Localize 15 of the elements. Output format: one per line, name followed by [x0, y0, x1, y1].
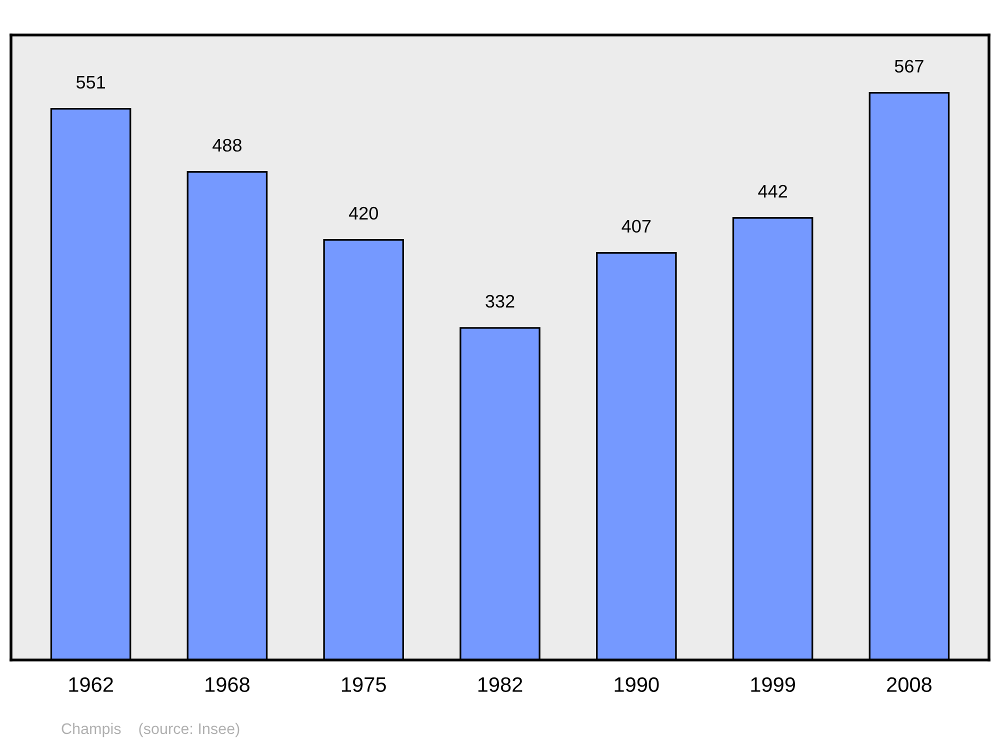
text: Champis (source: Insee) [62, 722, 240, 738]
data-label: 332 [486, 294, 514, 308]
data-label: 488 [212, 138, 242, 152]
x-tick-label: 1975 [342, 677, 386, 692]
data-label: 551 [76, 76, 105, 89]
x-tick-label: 1968 [206, 677, 250, 692]
x-tick-label: 1982 [478, 677, 522, 692]
x-tick-label: 1962 [69, 677, 113, 692]
x-tick-label: 2008 [887, 677, 932, 692]
data-label: 407 [622, 220, 651, 233]
data-label: 567 [894, 60, 924, 73]
data-label: 442 [758, 184, 787, 198]
x-tick-label: 1999 [751, 677, 795, 692]
x-tick-label: 1990 [614, 677, 659, 692]
data-label: 420 [348, 206, 378, 220]
